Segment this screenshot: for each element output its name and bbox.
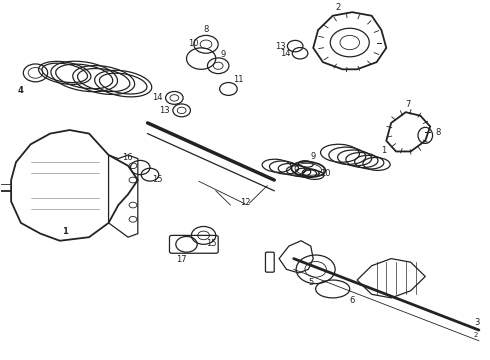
Text: 15: 15 <box>206 239 217 248</box>
Text: 16: 16 <box>122 153 133 162</box>
Text: 2: 2 <box>474 332 478 338</box>
Text: 14: 14 <box>280 49 290 58</box>
Text: 1: 1 <box>62 227 68 236</box>
Text: 9: 9 <box>220 50 226 59</box>
Text: 8: 8 <box>435 129 441 138</box>
Text: 3: 3 <box>474 318 479 327</box>
Text: 13: 13 <box>275 42 286 51</box>
Text: 12: 12 <box>240 198 250 207</box>
Text: 2: 2 <box>335 3 340 12</box>
Text: 10: 10 <box>320 170 331 179</box>
Text: 9: 9 <box>311 152 316 161</box>
Text: 8: 8 <box>203 25 209 34</box>
Text: 15: 15 <box>152 175 163 184</box>
Text: 10: 10 <box>189 39 199 48</box>
Text: 1: 1 <box>381 146 387 155</box>
Text: 11: 11 <box>233 75 244 84</box>
Text: 13: 13 <box>159 106 170 115</box>
Text: 14: 14 <box>152 93 162 102</box>
Text: 17: 17 <box>176 255 187 264</box>
Text: 7: 7 <box>406 100 411 109</box>
Text: 6: 6 <box>349 296 355 305</box>
Text: 5: 5 <box>308 278 314 287</box>
Text: 4: 4 <box>18 86 24 95</box>
